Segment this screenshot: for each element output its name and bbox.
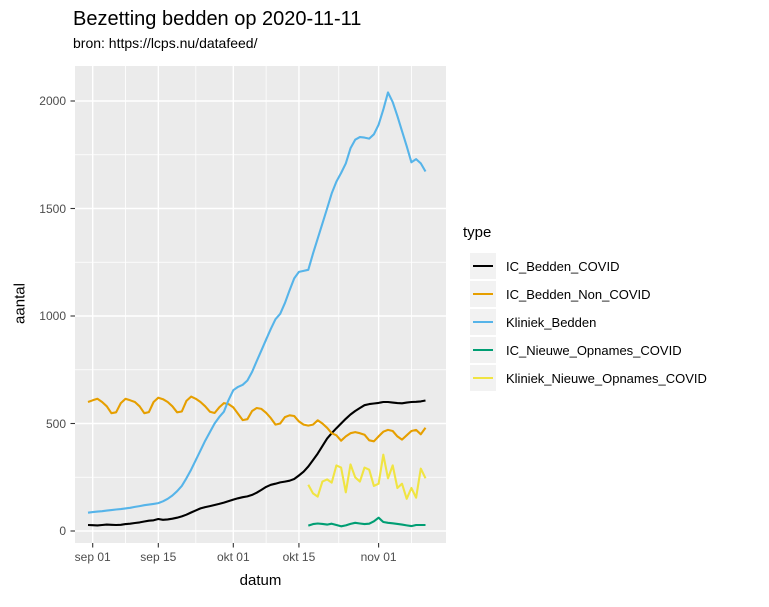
legend-entry-label: IC_Bedden_COVID xyxy=(506,258,620,274)
legend-title: type xyxy=(463,224,492,241)
legend-key-swatch xyxy=(470,309,496,335)
x-tick-label: okt 15 xyxy=(282,550,316,564)
y-axis-title: aantal xyxy=(11,283,29,324)
legend-key-swatch xyxy=(470,337,496,363)
legend-key-swatch xyxy=(470,253,496,279)
legend-key-line xyxy=(473,265,493,268)
legend-entry-ic-nieuwe-opnames-covid: IC_Nieuwe_Opnames_COVID xyxy=(463,336,707,364)
legend-entry-ic-bedden-covid: IC_Bedden_COVID xyxy=(463,252,707,280)
y-tick-label: 0 xyxy=(59,524,66,538)
series-line-ic-bedden-non-covid xyxy=(87,395,427,443)
plot-panel xyxy=(70,66,446,548)
legend-entry-kliniek-nieuwe-opnames-covid: Kliniek_Nieuwe_Opnames_COVID xyxy=(463,364,707,392)
series-line-ic-bedden-covid xyxy=(87,399,426,527)
x-tick-label: okt 01 xyxy=(216,550,250,564)
legend-entry-label: IC_Nieuwe_Opnames_COVID xyxy=(506,342,682,358)
y-tick-label: 1500 xyxy=(39,201,66,216)
legend: type IC_Bedden_COVID IC_Bedden_Non_COVID K… xyxy=(463,224,707,392)
legend-key-swatch xyxy=(470,281,496,307)
legend-entries: IC_Bedden_COVID IC_Bedden_Non_COVID Klinie… xyxy=(463,252,707,392)
y-tick-label: 1000 xyxy=(39,309,66,323)
chart-title: Bezetting bedden op 2020-11-11 xyxy=(73,8,362,30)
legend-key-swatch xyxy=(470,365,496,391)
chart-subtitle: bron: https://lcps.nu/datafeed/ xyxy=(73,35,258,51)
legend-key-line xyxy=(473,321,493,324)
x-tick-label: sep 01 xyxy=(74,550,111,564)
legend-entry-label: Kliniek_Nieuwe_Opnames_COVID xyxy=(506,370,707,386)
x-axis-title: datum xyxy=(239,572,282,589)
series-line-kliniek-bedden xyxy=(87,91,427,514)
legend-key-line xyxy=(473,349,493,352)
y-tick-label: 2000 xyxy=(39,94,66,108)
legend-key-line xyxy=(473,377,493,380)
y-tick-label: 500 xyxy=(45,416,66,431)
legend-entry-ic-bedden-non-covid: IC_Bedden_Non_COVID xyxy=(463,280,707,308)
legend-entry-kliniek-bedden: Kliniek_Bedden xyxy=(463,308,707,336)
legend-entry-label: Kliniek_Bedden xyxy=(506,314,597,330)
series-line-ic-nieuwe-opnames-covid xyxy=(307,516,426,528)
legend-entry-label: IC_Bedden_Non_COVID xyxy=(506,286,651,302)
series-line-kliniek-nieuwe-opnames-covid xyxy=(307,453,427,500)
x-tick-label: sep 15 xyxy=(140,550,177,564)
legend-key-line xyxy=(473,293,493,296)
x-tick-label: nov 01 xyxy=(360,550,397,564)
